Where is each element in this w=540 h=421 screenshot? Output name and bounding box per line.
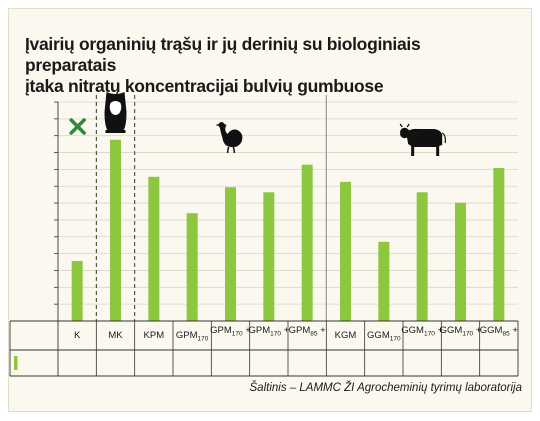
x-tick-label-main: GGM [367,330,390,341]
x-tick-label-main: GGM [480,325,503,336]
bag-base [105,130,126,133]
chicken-head [218,122,225,128]
cow-icon [399,123,446,156]
x-tick-label-main: GPM [176,330,198,341]
x-tick-label-subscript: 170 [390,336,401,343]
chart-title-line-1: Įvairių organinių trąšų ir jų derinių su… [25,34,421,75]
chart-gridlines [58,95,518,321]
chart-bars [71,139,505,321]
cross-icon [69,118,86,135]
bag-label [109,101,122,115]
x-tick-label: KPM [144,330,165,341]
x-tick-label: GGM170 + [401,325,443,338]
x-tick-label-suffix: + [281,325,290,336]
x-tick-label: GGM170 + [440,325,482,338]
x-tick-label: GGM85 + [480,325,519,338]
bar [493,168,505,321]
cow-head [400,127,410,139]
cow-tail [441,132,446,144]
bar [148,176,160,321]
chicken-body [219,123,243,148]
source-note: Šaltinis – LAMMC ŽI Agrocheminių tyrimų … [249,382,522,394]
bar [416,192,428,321]
x-tick-label-subscript: 85 [502,331,510,338]
x-tick-label-main: GPM [289,325,311,336]
x-tick-label-suffix: + [473,325,482,336]
x-tick-label-main: GPM [248,325,270,336]
fertilizer-bag-icon [104,92,127,133]
x-tick-label: GPM170 + [248,325,289,338]
chart-title: Įvairių organinių trąšų ir jų derinių su… [25,34,515,97]
cross-icon-stroke [69,118,86,135]
x-tick-label-main: KGM [335,330,357,341]
x-tick-label: KGM [335,330,357,341]
x-tick-label-subscript: 170 [424,331,435,338]
bar [186,213,198,321]
x-tick-label: GPM170 + [210,325,251,338]
cow-body [406,128,443,156]
x-tick-label-main: MK [108,330,123,341]
chart-title-line-2: įtaka nitratų koncentracijai bulvių gumb… [25,76,384,96]
x-tick-label: GPM85 + [289,325,327,338]
x-tick-label-main: GPM [210,325,232,336]
chart-axes [54,101,59,376]
x-tick-label: K [74,330,81,341]
x-tick-label: GPM170 [176,330,209,343]
chicken-legs [226,146,236,154]
x-tick-label-suffix: + [318,325,327,336]
x-tick-label-subscript: 170 [198,336,209,343]
x-tick-label-suffix: + [435,325,444,336]
bar [340,181,351,321]
bar [301,164,313,321]
x-tick-label-suffix: + [243,325,252,336]
chart-icons [69,92,446,156]
bar [71,261,83,321]
x-tick-label-subscript: 170 [232,331,243,338]
x-tick-label-main: GGM [440,325,463,336]
x-tick-label-main: K [74,330,81,341]
cow-horns [399,123,410,128]
x-tick-label-main: KPM [144,330,165,341]
x-tick-label-subscript: 85 [310,331,318,338]
bar [378,241,390,321]
bar [110,139,121,321]
x-tick-label: GGM170 [367,330,401,343]
bar [263,192,275,321]
x-tick-label-main: GGM [401,325,424,336]
chicken-icon [215,122,243,154]
x-tick-label-suffix: + [510,325,519,336]
bar [455,202,466,321]
x-tick-label-subscript: 170 [462,331,473,338]
x-tick-label-subscript: 170 [270,331,281,338]
x-tick-label: MK [108,330,123,341]
legend-swatch [14,356,18,370]
chicken-beak [215,124,219,126]
bar [225,187,236,321]
